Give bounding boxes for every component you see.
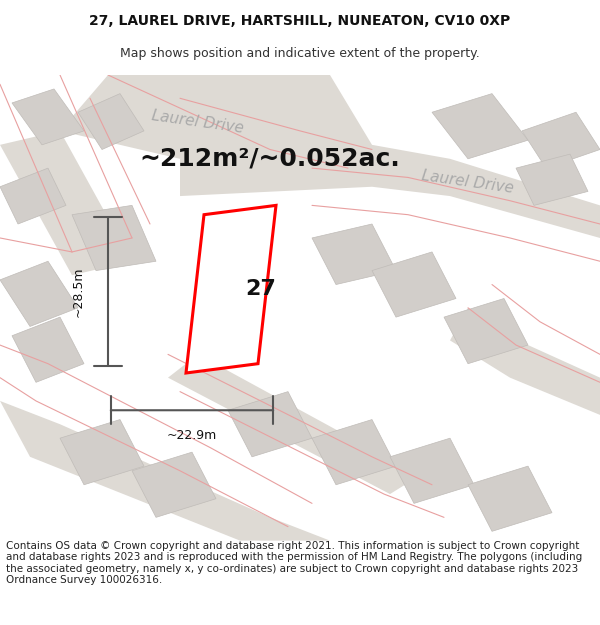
Polygon shape — [0, 401, 330, 541]
Polygon shape — [228, 392, 312, 457]
Polygon shape — [186, 206, 276, 373]
Polygon shape — [60, 75, 372, 178]
Text: Contains OS data © Crown copyright and database right 2021. This information is : Contains OS data © Crown copyright and d… — [6, 541, 582, 586]
Text: 27: 27 — [245, 279, 277, 299]
Polygon shape — [0, 131, 132, 275]
Polygon shape — [12, 317, 84, 382]
Polygon shape — [168, 354, 420, 494]
Polygon shape — [468, 466, 552, 531]
Text: Laurel Drive: Laurel Drive — [151, 107, 245, 136]
Polygon shape — [516, 154, 588, 206]
Polygon shape — [180, 145, 600, 238]
Polygon shape — [72, 206, 156, 271]
Text: 27, LAUREL DRIVE, HARTSHILL, NUNEATON, CV10 0XP: 27, LAUREL DRIVE, HARTSHILL, NUNEATON, C… — [89, 14, 511, 28]
Text: Map shows position and indicative extent of the property.: Map shows position and indicative extent… — [120, 48, 480, 61]
Polygon shape — [432, 94, 528, 159]
Polygon shape — [78, 94, 144, 149]
Polygon shape — [312, 224, 396, 284]
Polygon shape — [522, 112, 600, 168]
Polygon shape — [390, 438, 474, 503]
Polygon shape — [132, 452, 216, 518]
Polygon shape — [372, 252, 456, 317]
Polygon shape — [312, 419, 396, 485]
Text: Laurel Drive: Laurel Drive — [421, 168, 515, 196]
Polygon shape — [450, 308, 600, 415]
Polygon shape — [60, 419, 144, 485]
Polygon shape — [0, 168, 66, 224]
Polygon shape — [0, 261, 78, 326]
Text: ~22.9m: ~22.9m — [167, 429, 217, 442]
Polygon shape — [444, 299, 528, 364]
Polygon shape — [12, 89, 84, 145]
Text: ~28.5m: ~28.5m — [71, 266, 85, 317]
Text: ~212m²/~0.052ac.: ~212m²/~0.052ac. — [140, 147, 400, 171]
